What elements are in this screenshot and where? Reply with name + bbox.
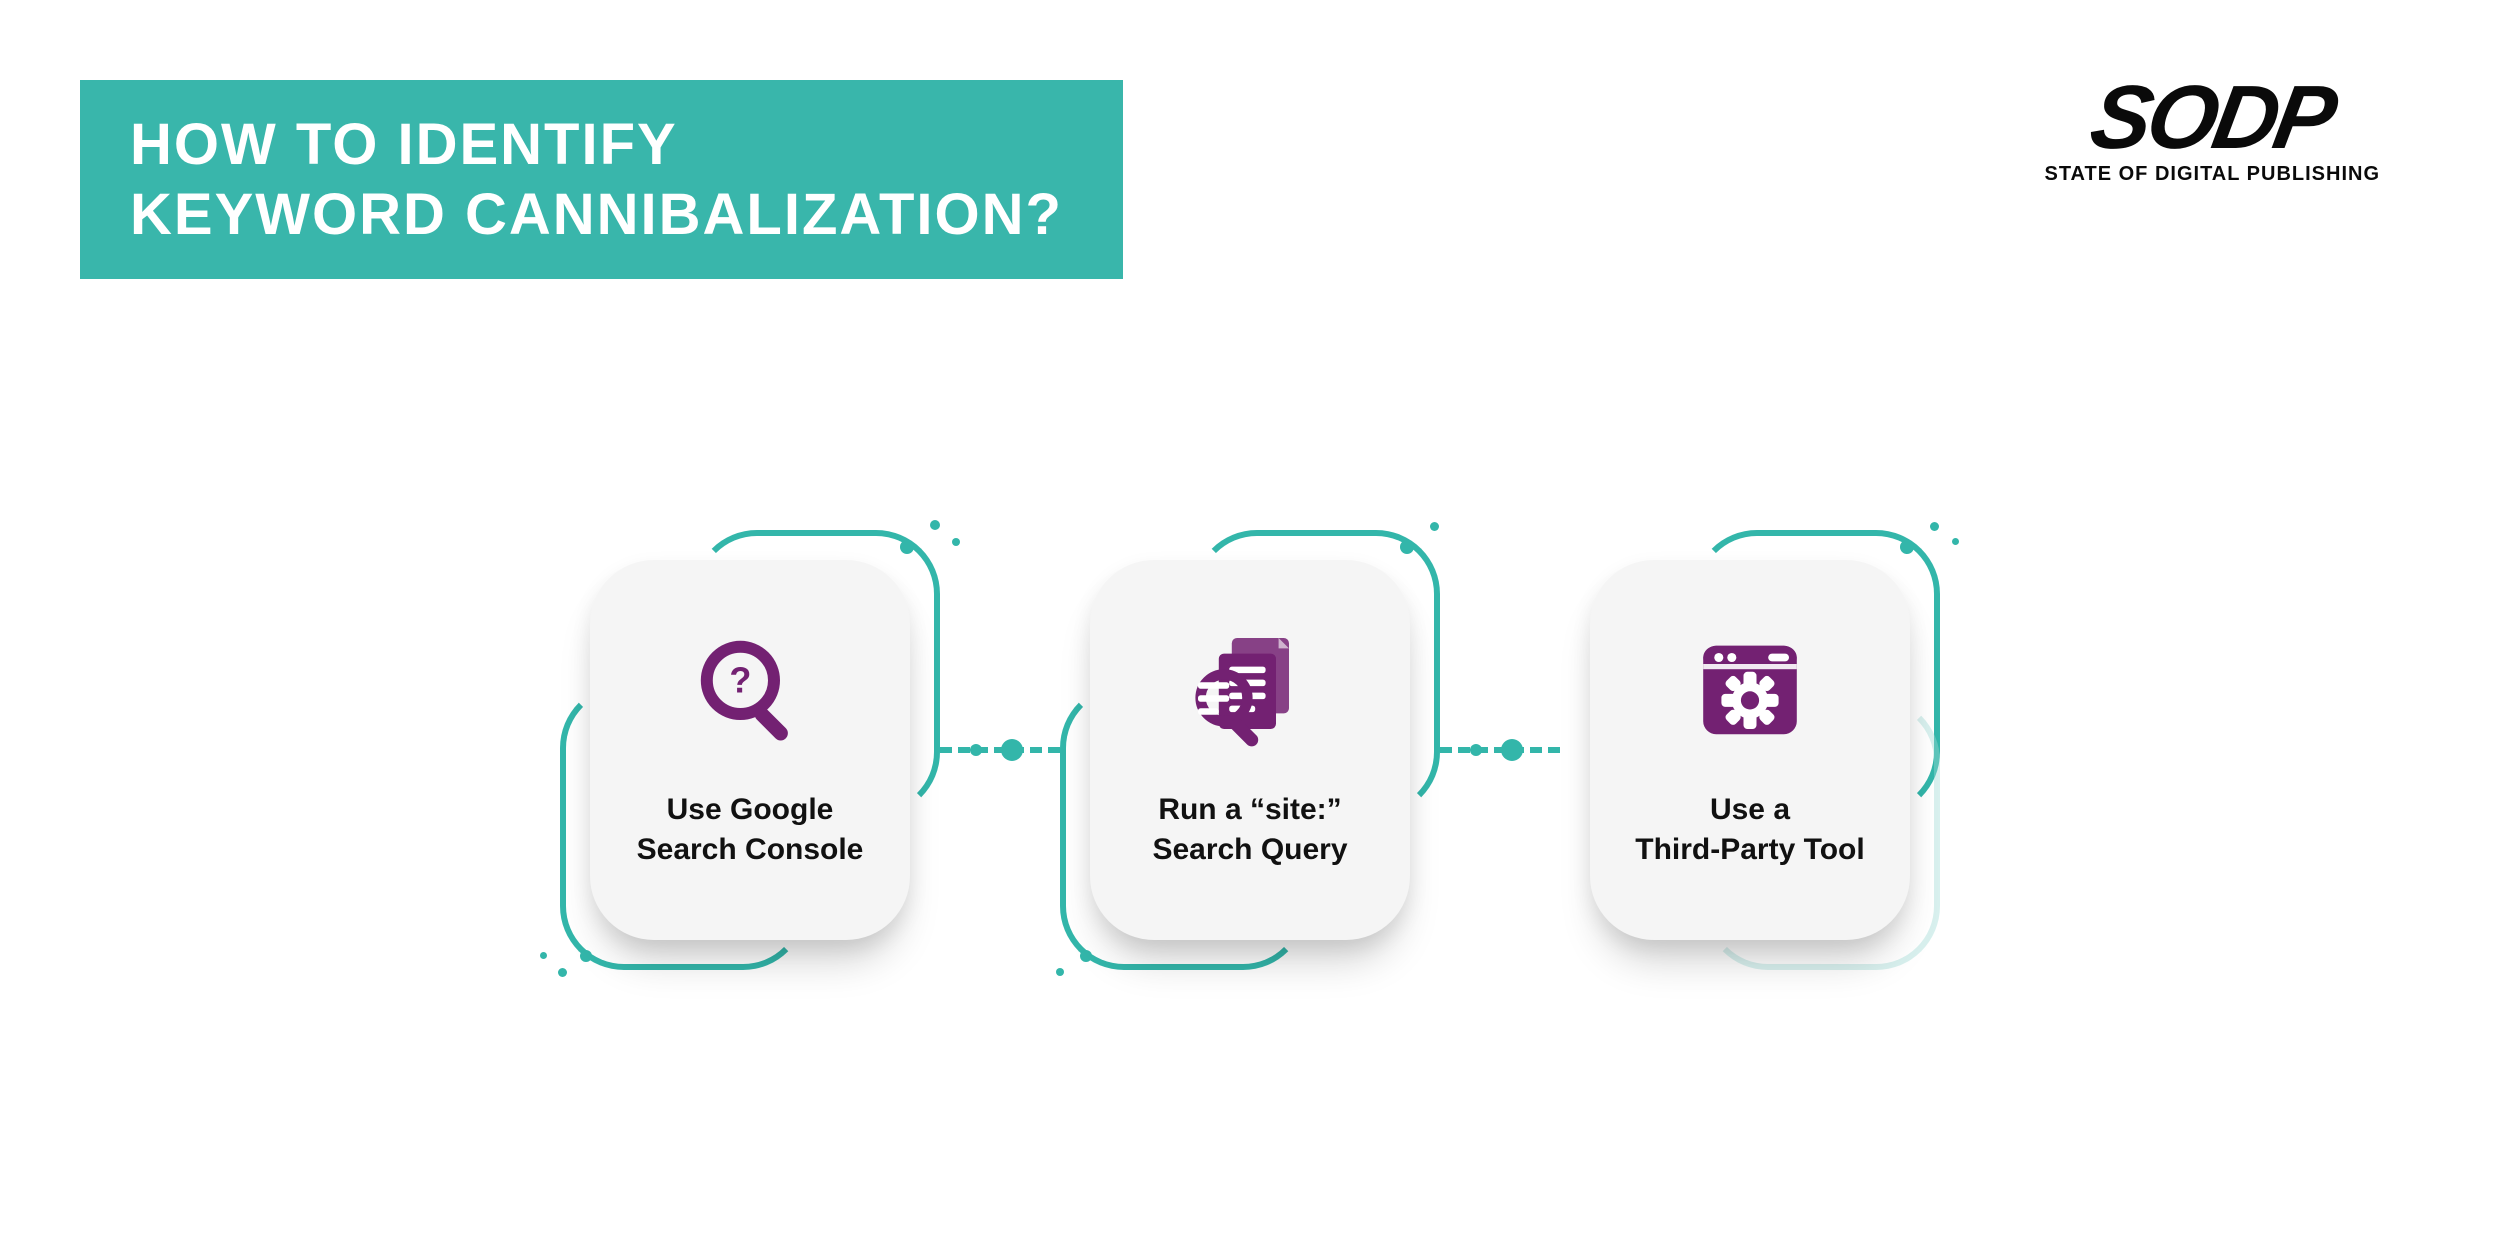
connector	[940, 747, 1060, 753]
card: Run a “site:” Search Query	[1090, 560, 1410, 940]
card: ? Use Google Search Console	[590, 560, 910, 940]
decorative-dots	[1030, 910, 1110, 990]
title-line-2: KEYWORD CANNIBALIZATION?	[130, 180, 1063, 250]
card-label-line-1: Run a “site:”	[1152, 790, 1347, 831]
card-label-line-2: Search Query	[1152, 830, 1347, 871]
title-line-1: HOW TO IDENTIFY	[130, 110, 1063, 180]
card-label: Use a Third-Party Tool	[1635, 790, 1864, 871]
card-label-line-1: Use a	[1635, 790, 1864, 831]
decorative-dots	[530, 910, 610, 990]
brand-logo: SODP STATE OF DIGITAL PUBLISHING	[2044, 80, 2380, 186]
card-label-line-2: Search Console	[637, 830, 864, 871]
decorative-dots	[890, 510, 970, 590]
card: Use a Third-Party Tool	[1590, 560, 1910, 940]
svg-text:?: ?	[729, 659, 751, 700]
cards-row: ? Use Google Search Console	[0, 530, 2500, 970]
logo-main-text: SODP	[2038, 80, 2387, 157]
card-label: Run a “site:” Search Query	[1152, 790, 1347, 871]
card-3: Use a Third-Party Tool	[1560, 530, 1940, 970]
magnifier-question-icon: ?	[680, 620, 820, 760]
card-label: Use Google Search Console	[637, 790, 864, 871]
card-2: Run a “site:” Search Query	[1060, 530, 1440, 970]
connector	[1440, 747, 1560, 753]
browser-gear-icon	[1680, 620, 1820, 760]
decorative-dots	[1390, 510, 1470, 590]
card-1: ? Use Google Search Console	[560, 530, 940, 970]
card-label-line-2: Third-Party Tool	[1635, 830, 1864, 871]
card-label-line-1: Use Google	[637, 790, 864, 831]
decorative-dots	[1890, 510, 1970, 590]
title-banner: HOW TO IDENTIFY KEYWORD CANNIBALIZATION?	[80, 80, 1123, 279]
document-search-icon	[1180, 620, 1320, 760]
